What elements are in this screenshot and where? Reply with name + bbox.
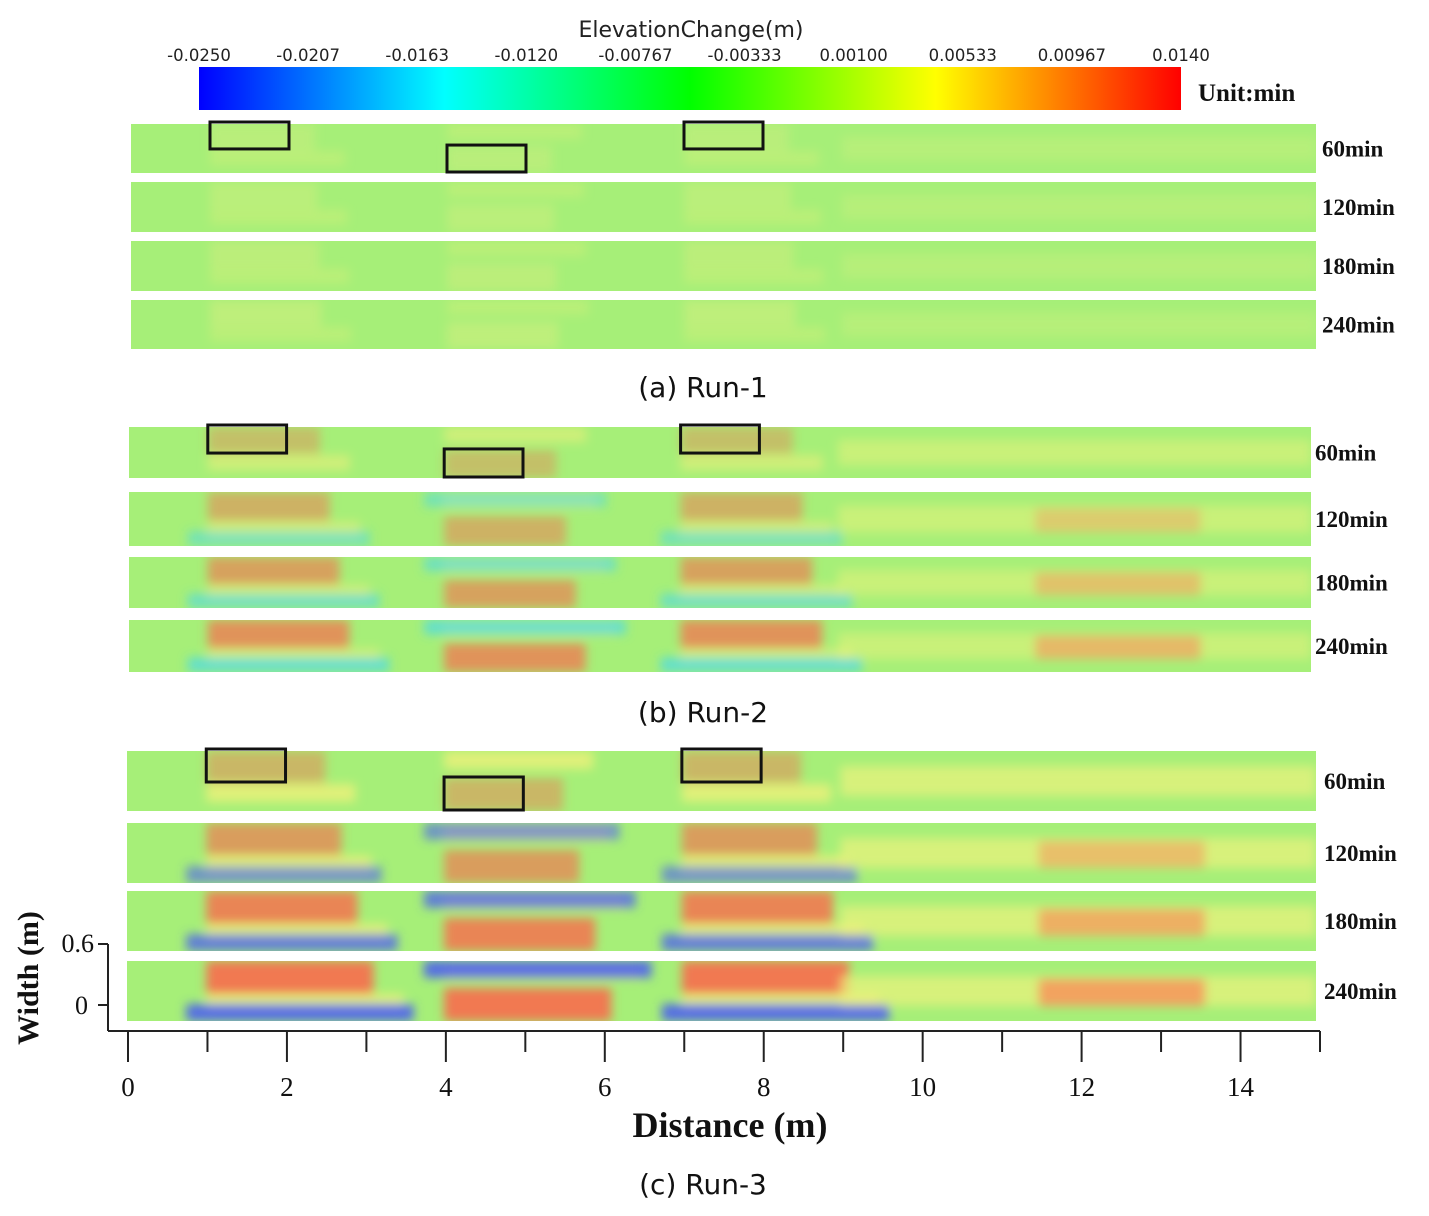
y-axis-label: Width (m) <box>12 911 45 1045</box>
colorbar-tick-label: -0.00333 <box>707 46 781 65</box>
colorbar-gradient <box>199 67 1181 110</box>
x-tick-label: 0 <box>121 1072 135 1102</box>
scour-deposition-pattern <box>207 427 1311 478</box>
x-tick-label: 8 <box>757 1072 771 1102</box>
panels: 60min 120min 180min 240min (a) Run-1 60min 120… <box>127 120 1397 1201</box>
colorbar: ElevationChange(m) -0.0250 -0.0207 -0.0163… <box>167 18 1295 110</box>
time-strip: 120min <box>131 182 1395 232</box>
colorbar-tick-label: -0.0163 <box>385 46 449 65</box>
x-axis: 0 2 4 6 8 10 12 14 Distance (m) <box>108 1030 1321 1145</box>
time-label: 120min <box>1324 841 1397 866</box>
colorbar-tick-label: -0.0120 <box>494 46 558 65</box>
x-tick-label: 2 <box>280 1072 294 1102</box>
obstacle-box <box>208 120 291 151</box>
panel-caption: (a) Run-1 <box>638 371 768 404</box>
time-strip: 60min <box>127 747 1386 812</box>
scour-deposition-pattern <box>186 961 1316 1021</box>
obstacle-box <box>204 747 288 784</box>
colorbar-title: ElevationChange(m) <box>578 18 803 43</box>
time-strip: 120min <box>129 492 1388 546</box>
obstacle-box <box>442 775 525 812</box>
obstacle-box <box>680 747 763 784</box>
y-axis: 0.6 0 Width (m) <box>12 911 109 1045</box>
colorbar-tick-label: 0.00100 <box>820 46 888 65</box>
time-strip: 60min <box>129 423 1377 479</box>
obstacle-box <box>679 423 761 455</box>
x-tick-label: 10 <box>909 1072 936 1102</box>
time-strip: 60min <box>131 120 1384 174</box>
time-label: 180min <box>1315 571 1388 596</box>
panel-c: 60min 120min 180min 240min (c) Run-3 <box>127 747 1397 1201</box>
panel-caption: (c) Run-3 <box>639 1168 767 1201</box>
colorbar-tick-label: -0.00767 <box>598 46 672 65</box>
obstacle-box <box>445 143 528 174</box>
panel-caption: (b) Run-2 <box>638 696 768 729</box>
time-strip: 120min <box>127 823 1397 883</box>
scour-deposition-pattern <box>206 751 1316 811</box>
time-label: 60min <box>1322 137 1384 162</box>
colorbar-tick-label: 0.0140 <box>1152 46 1210 65</box>
obstacle-box <box>682 120 765 151</box>
scour-deposition-pattern <box>186 891 1316 951</box>
scour-deposition-pattern <box>210 300 1316 349</box>
time-strip: 180min <box>129 557 1388 608</box>
time-strip: 180min <box>131 241 1395 291</box>
time-label: 60min <box>1324 769 1386 794</box>
colorbar-ticks: -0.0250 -0.0207 -0.0163 -0.0120 -0.00767 -0.0… <box>167 46 1210 65</box>
panel-a: 60min 120min 180min 240min (a) Run-1 <box>131 120 1395 404</box>
time-label: 180min <box>1322 254 1395 279</box>
x-axis-ticks: 0 2 4 6 8 10 12 14 <box>121 1031 1321 1102</box>
time-label: 240min <box>1315 634 1388 659</box>
y-tick-label-bottom: 0 <box>75 991 88 1020</box>
time-label: 60min <box>1315 441 1377 466</box>
scour-deposition-pattern <box>210 124 1316 173</box>
panel-b: 60min 120min 180min 240min (b) Run-2 <box>129 423 1388 729</box>
x-tick-label: 14 <box>1227 1072 1255 1102</box>
colorbar-tick-label: -0.0250 <box>167 46 231 65</box>
scour-deposition-pattern <box>187 492 1311 546</box>
time-strip: 240min <box>129 620 1388 672</box>
time-label: 120min <box>1322 195 1395 220</box>
time-label: 180min <box>1324 909 1397 934</box>
scour-deposition-pattern <box>187 620 1311 672</box>
scour-deposition-pattern <box>186 823 1316 883</box>
y-tick-label-top: 0.6 <box>62 929 95 958</box>
x-tick-label: 6 <box>598 1072 612 1102</box>
time-strip: 180min <box>127 891 1397 951</box>
obstacle-box <box>206 423 289 455</box>
colorbar-tick-label: 0.00533 <box>929 46 997 65</box>
time-label: 240min <box>1324 979 1397 1004</box>
obstacle-box <box>442 447 525 479</box>
time-strip: 240min <box>127 961 1397 1021</box>
colorbar-tick-label: -0.0207 <box>276 46 340 65</box>
scour-deposition-pattern <box>210 182 1316 232</box>
scour-deposition-pattern <box>210 241 1316 291</box>
x-tick-label: 4 <box>439 1072 453 1102</box>
x-tick-label: 12 <box>1068 1072 1095 1102</box>
x-axis-label: Distance (m) <box>633 1105 828 1145</box>
time-label: 240min <box>1322 313 1395 338</box>
colorbar-tick-label: 0.00967 <box>1038 46 1106 65</box>
unit-label: Unit:min <box>1198 80 1295 107</box>
time-label: 120min <box>1315 507 1388 532</box>
scour-deposition-pattern <box>187 557 1311 608</box>
time-strip: 240min <box>131 300 1395 349</box>
